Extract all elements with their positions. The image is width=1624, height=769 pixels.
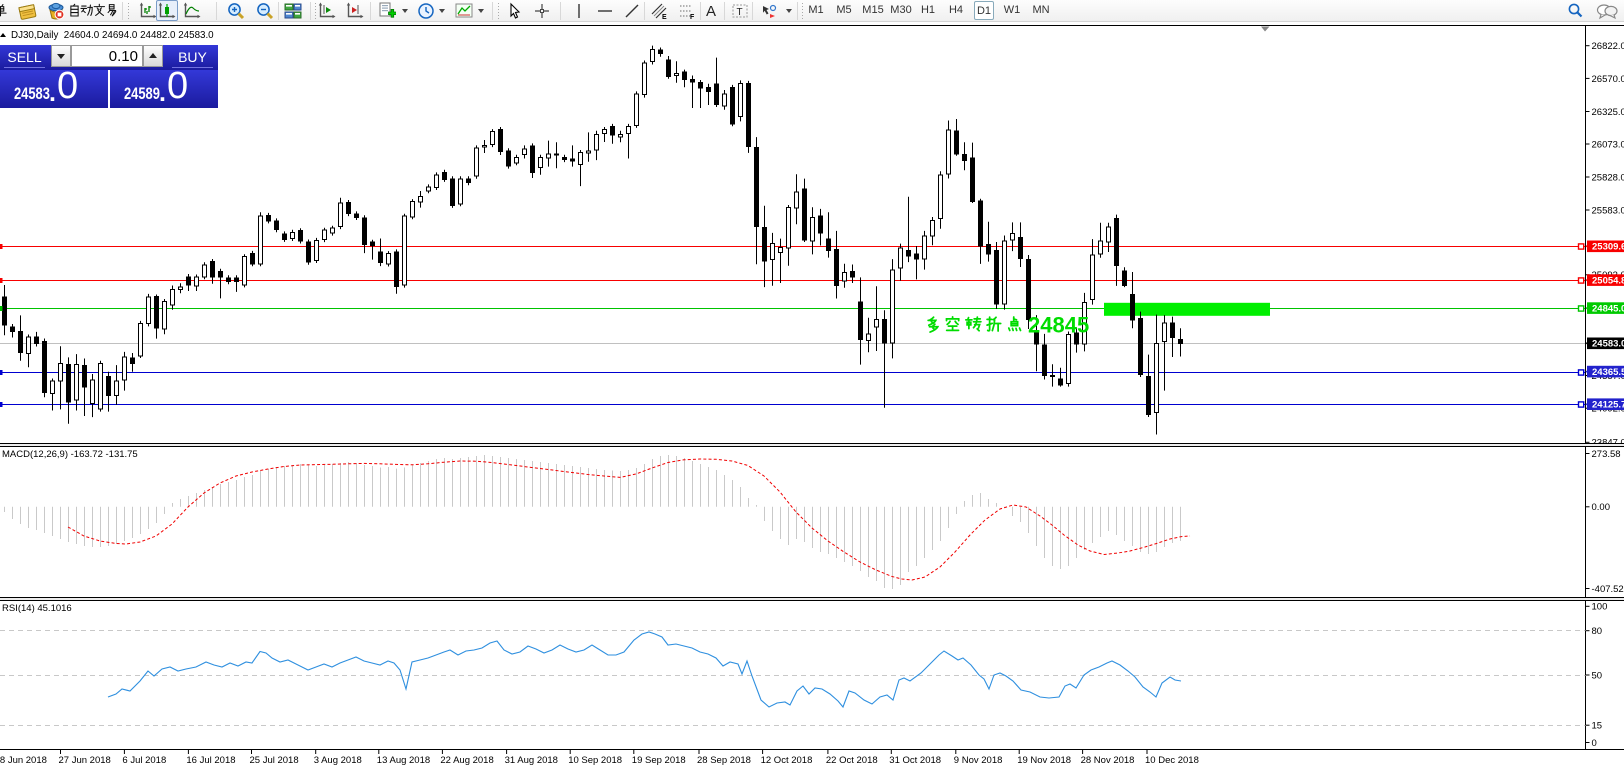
svg-text:F: F [690, 14, 695, 20]
svg-text:18 Jun 2018: 18 Jun 2018 [0, 755, 47, 766]
svg-text:19 Nov 2018: 19 Nov 2018 [1017, 755, 1071, 766]
svg-text:24125.7: 24125.7 [1592, 400, 1624, 411]
svg-text:273.58: 273.58 [1592, 449, 1621, 460]
svg-text:28 Sep 2018: 28 Sep 2018 [697, 755, 751, 766]
svg-text:0.00: 0.00 [1592, 502, 1611, 513]
svg-text:15: 15 [1592, 721, 1603, 732]
svg-text:25 Jul 2018: 25 Jul 2018 [250, 755, 299, 766]
svg-text:13 Aug 2018: 13 Aug 2018 [377, 755, 430, 766]
svg-text:31 Oct 2018: 31 Oct 2018 [889, 755, 941, 766]
svg-text:22 Aug 2018: 22 Aug 2018 [440, 755, 493, 766]
svg-text:26570.0: 26570.0 [1592, 74, 1624, 85]
svg-text:MACD(12,26,9) -163.72 -131.75: MACD(12,26,9) -163.72 -131.75 [2, 449, 138, 460]
svg-text:26325.0: 26325.0 [1592, 107, 1624, 118]
svg-text:0: 0 [1592, 738, 1597, 749]
svg-text:12 Oct 2018: 12 Oct 2018 [761, 755, 813, 766]
svg-text:24583.0: 24583.0 [1592, 339, 1624, 350]
svg-text:RSI(14) 45.1016: RSI(14) 45.1016 [2, 603, 72, 614]
svg-text:9 Nov 2018: 9 Nov 2018 [954, 755, 1003, 766]
svg-text:6 Jul 2018: 6 Jul 2018 [122, 755, 166, 766]
svg-text:19 Sep 2018: 19 Sep 2018 [632, 755, 686, 766]
svg-text:50: 50 [1592, 670, 1603, 681]
svg-text:10 Sep 2018: 10 Sep 2018 [568, 755, 622, 766]
svg-text:80: 80 [1592, 626, 1603, 637]
svg-text:E: E [662, 14, 667, 20]
svg-text:16 Jul 2018: 16 Jul 2018 [186, 755, 235, 766]
svg-text:25054.8: 25054.8 [1592, 276, 1624, 287]
svg-text:24845.0: 24845.0 [1592, 304, 1624, 315]
svg-text:3 Aug 2018: 3 Aug 2018 [314, 755, 362, 766]
svg-text:31 Aug 2018: 31 Aug 2018 [505, 755, 558, 766]
svg-text:24845: 24845 [1028, 313, 1089, 338]
svg-text:10 Dec 2018: 10 Dec 2018 [1145, 755, 1199, 766]
svg-text:25583.0: 25583.0 [1592, 205, 1624, 216]
svg-text:24365.5: 24365.5 [1592, 367, 1624, 378]
svg-text:26073.0: 26073.0 [1592, 139, 1624, 150]
svg-text:25828.0: 25828.0 [1592, 172, 1624, 183]
svg-text:-407.52: -407.52 [1592, 584, 1624, 595]
svg-text:26822.0: 26822.0 [1592, 41, 1624, 52]
svg-text:25309.6: 25309.6 [1592, 242, 1624, 253]
svg-text:22 Oct 2018: 22 Oct 2018 [826, 755, 878, 766]
svg-text:T: T [737, 7, 743, 18]
svg-text:28 Nov 2018: 28 Nov 2018 [1081, 755, 1135, 766]
svg-text:27 Jun 2018: 27 Jun 2018 [59, 755, 111, 766]
svg-text:100: 100 [1592, 602, 1608, 613]
